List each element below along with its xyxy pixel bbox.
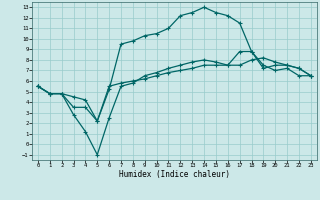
X-axis label: Humidex (Indice chaleur): Humidex (Indice chaleur) — [119, 170, 230, 179]
